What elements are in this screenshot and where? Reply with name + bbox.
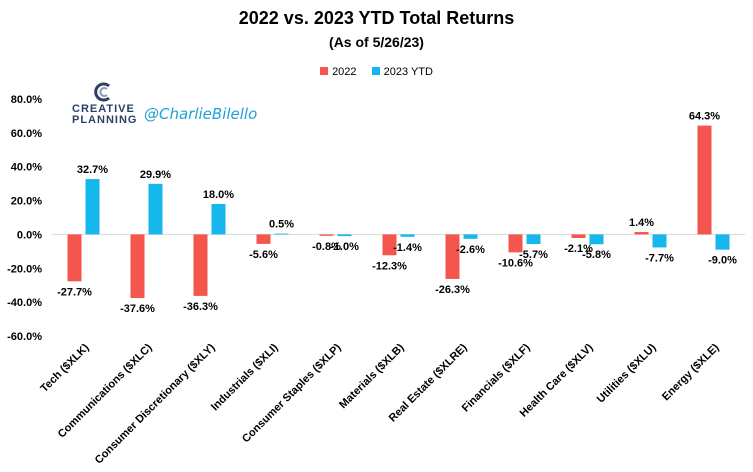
data-label: -10.6% [498,257,533,269]
data-label: -1.0% [330,241,359,253]
x-tick-label: Materials ($XLB) [337,341,407,411]
legend-swatch-2022 [320,67,329,75]
bar-2023-ytd [526,234,541,245]
bar-2023-ytd [652,234,667,248]
data-label: -1.4% [393,242,422,254]
brand-logo-line1: CREATIVE [72,103,135,115]
bar-2023-ytd [148,183,163,235]
data-label: -9.0% [708,255,737,267]
bar-2022 [256,234,271,244]
bar-2022 [445,234,460,279]
bar-2023-ytd [715,234,730,250]
legend-swatch-2023-ytd [371,67,380,75]
bar-2022 [67,234,82,282]
bar-2022 [319,234,334,236]
bar-2022 [130,234,145,299]
data-label: -2.1% [564,243,593,255]
bar-2022 [634,232,649,235]
brand-logo-line2: PLANNING [72,114,138,126]
chart-title: 2022 vs. 2023 YTD Total Returns [238,8,515,28]
data-label: -5.6% [249,249,278,261]
brand-watermark: CREATIVE PLANNING @CharlieBilello [72,82,272,130]
bar-2023-ytd [85,179,100,235]
y-tick-label: 0.0% [17,229,42,241]
data-label: 29.9% [140,169,171,181]
data-label: 0.5% [269,219,294,231]
legend-label-2023-ytd: 2023 YTD [383,66,433,78]
data-label: 64.3% [689,111,720,123]
x-tick-label: Consumer Discretionary ($XLY) [93,341,218,466]
y-tick-label: 40.0% [11,162,42,174]
data-label: -7.7% [645,252,674,264]
y-tick-label: 20.0% [11,196,42,208]
data-label: -5.8% [582,249,611,261]
data-label: 18.0% [203,189,234,201]
x-tick-label: Utilities ($XLU) [595,341,659,405]
bar-2023-ytd [337,234,352,237]
x-tick-label: Energy ($XLE) [660,341,722,403]
bar-2022 [697,125,712,235]
data-label: 32.7% [77,164,108,176]
y-tick-label: -20.0% [7,263,42,275]
bar-2023-ytd [274,233,289,235]
y-tick-label: -40.0% [7,297,42,309]
bar-2023-ytd [211,203,226,235]
data-label: -36.3% [183,301,218,313]
data-label: -0.8% [312,241,341,253]
x-tick-label: Financials ($XLF) [460,341,533,414]
y-tick-label: -60.0% [7,331,42,343]
bar-2022 [571,234,586,238]
data-label: -12.3% [372,260,407,272]
data-label: -37.6% [120,303,155,315]
data-label: -5.7% [519,249,548,261]
data-label: 1.4% [629,217,654,229]
chart-subtitle: (As of 5/26/23) [329,34,424,50]
bar-2022 [508,234,523,253]
legend-entry-2022: 2022 [320,66,357,78]
bar-2023-ytd [463,234,478,239]
y-tick-label: 80.0% [11,94,42,106]
bar-2022 [193,234,208,296]
data-label: -27.7% [57,286,92,298]
legend: 2022 2023 YTD [0,66,753,78]
creative-planning-logo-icon [94,82,110,102]
bar-2023-ytd [589,234,604,245]
data-label: -2.6% [456,244,485,256]
bar-2023-ytd [400,234,415,237]
y-tick-label: 60.0% [11,128,42,140]
x-tick-label: Industrials ($XLI) [209,341,281,413]
bar-2022 [382,234,397,256]
x-tick-label: Tech ($XLK) [38,341,92,395]
brand-logo-text: CREATIVE PLANNING [72,104,137,126]
legend-label-2022: 2022 [332,66,357,78]
legend-entry-2023-ytd: 2023 YTD [371,66,433,78]
brand-handle: @CharlieBilello [144,105,258,123]
data-label: -26.3% [435,284,470,296]
